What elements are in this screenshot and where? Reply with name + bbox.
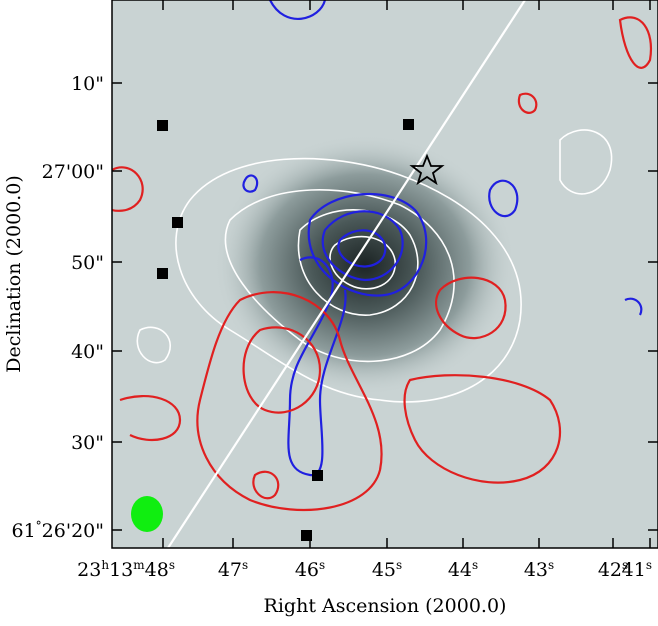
blue-contours [242,0,643,477]
y-tick-label: 27'00" [42,161,104,183]
slit-line [167,0,526,548]
x-tick-label: 47s [218,558,248,581]
y-tick-label: 61°26'20" [11,519,104,542]
y-tick-label: 10" [71,73,104,95]
image [112,0,658,548]
y-tick-label: 50" [71,252,104,274]
x-tick-label: 41s [622,558,652,581]
x-tick-label: 45s [372,558,402,581]
x-tick-label: 42s [598,558,628,581]
beam [131,496,163,532]
x-tick-label: 44s [448,558,478,581]
frame [111,0,658,549]
red-contours [112,16,653,512]
x-tick-label: 46s [295,558,325,581]
y-tick-label: 30" [71,432,104,454]
x-tick-label: 23h13m48s [77,558,175,581]
y-tick-label: 40" [71,341,104,363]
y-axis-label: Declination (2000.0) [3,175,25,373]
x-tick-label: 43s [524,558,554,581]
star [409,153,445,186]
x-axis-label: Right Ascension (2000.0) [264,595,507,617]
markers [157,119,414,541]
